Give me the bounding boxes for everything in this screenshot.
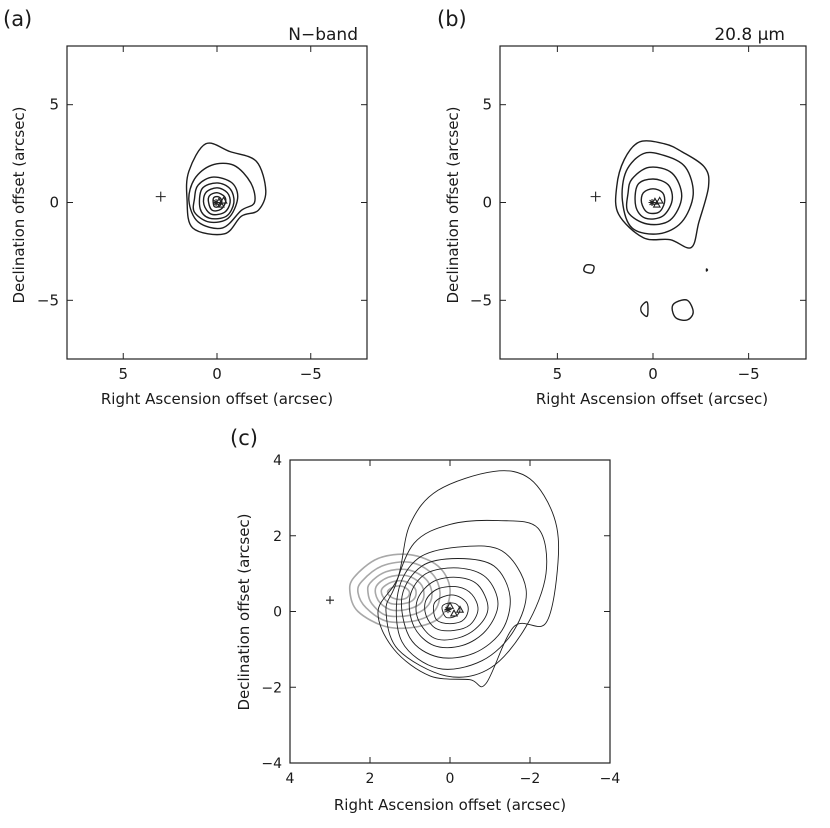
panel-c-xlabel: Right Ascension offset (arcsec) bbox=[334, 796, 566, 814]
panel-c-xtick-label: 0 bbox=[446, 771, 455, 787]
panel-a-plot: 5 0 −5 −5 0 5 bbox=[37, 45, 368, 383]
panel-b-contour-black bbox=[634, 178, 674, 220]
panel-c-contour-black bbox=[432, 594, 469, 625]
panel-b-contour-black bbox=[671, 299, 694, 321]
panel-c-ytick-label: −2 bbox=[261, 680, 282, 696]
panel-a-xlabel: Right Ascension offset (arcsec) bbox=[101, 390, 333, 408]
panel-a-contour-black bbox=[192, 176, 239, 224]
panel-c-contour-gray bbox=[380, 579, 417, 605]
panel-b: (b) 20.8 μm 5 0 −5 −5 0 5 Right Ascension off… bbox=[437, 7, 807, 408]
panel-a-xtick-label: 0 bbox=[212, 365, 222, 383]
panel-c-contour-gray bbox=[374, 574, 425, 612]
panel-b-ytick-label: 5 bbox=[482, 96, 492, 114]
panel-b-contour-black bbox=[614, 140, 710, 249]
panel-c-cross-marker bbox=[326, 596, 334, 605]
panel-c-ytick-label: −4 bbox=[261, 756, 282, 772]
panel-a-cross-marker bbox=[155, 191, 166, 202]
panel-a: (a) N−band 5 0 −5 −5 0 5 Right Ascension offs… bbox=[3, 7, 368, 408]
panel-a-contour-black bbox=[188, 162, 256, 230]
panel-b-ylabel: Declination offset (arcsec) bbox=[444, 106, 462, 303]
panel-c-contour-black bbox=[424, 586, 479, 632]
panel-c-contour-black bbox=[385, 519, 548, 678]
panel-a-xtick-label: −5 bbox=[300, 365, 322, 383]
panel-b-xtick-label: 5 bbox=[553, 365, 563, 383]
panel-b-triangle-marker bbox=[652, 200, 661, 208]
panel-c-triangle-marker bbox=[449, 609, 459, 617]
panel-c-contour-gray bbox=[386, 585, 411, 601]
panel-a-xtick-label: 5 bbox=[118, 365, 128, 383]
panel-a-label: (a) bbox=[3, 7, 32, 31]
panel-c-triangle-marker bbox=[455, 605, 465, 613]
panel-b-contour-black bbox=[625, 166, 683, 226]
panel-c-ytick-label: 4 bbox=[273, 453, 282, 469]
panel-b-contour-black bbox=[583, 264, 595, 274]
panel-c-ytick-label: 0 bbox=[273, 605, 282, 621]
panel-a-ylabel: Declination offset (arcsec) bbox=[10, 106, 28, 303]
panel-b-contour-black bbox=[705, 268, 709, 272]
panel-a-ytick-label: −5 bbox=[37, 291, 59, 309]
panel-b-ytick-label: −5 bbox=[470, 291, 492, 309]
panel-c: (c) 4 2 0 −2 −4 −4 −2 0 2 4 Right Ascension offse… bbox=[230, 426, 620, 814]
panel-b-title: 20.8 μm bbox=[714, 25, 785, 45]
panel-c-contour-black bbox=[395, 545, 527, 670]
panel-a-title: N−band bbox=[288, 25, 358, 45]
panel-b-contour-black bbox=[640, 188, 666, 215]
panel-b-cross-marker bbox=[590, 191, 601, 202]
panel-c-contour-black bbox=[401, 558, 511, 659]
panel-b-contour-black bbox=[621, 151, 694, 235]
panel-c-contour-black bbox=[377, 470, 560, 688]
panel-c-contour-black bbox=[408, 567, 499, 649]
panel-c-contour-gray bbox=[356, 561, 441, 624]
panel-b-ytick-label: 0 bbox=[482, 194, 492, 212]
panel-c-star-marker bbox=[444, 606, 452, 614]
panel-b-contour-black bbox=[640, 301, 649, 318]
panel-b-label: (b) bbox=[437, 7, 467, 31]
panel-c-label: (c) bbox=[230, 426, 258, 450]
panel-a-contour-black bbox=[185, 142, 267, 236]
panel-c-plot: 4 2 0 −2 −4 −4 −2 0 2 4 bbox=[261, 453, 620, 787]
panel-c-xtick-label: 4 bbox=[286, 771, 295, 787]
panel-a-triangle-marker bbox=[219, 196, 228, 204]
panel-a-star-marker bbox=[212, 199, 220, 206]
panel-a-ytick-label: 0 bbox=[49, 194, 59, 212]
panel-b-xlabel: Right Ascension offset (arcsec) bbox=[536, 390, 768, 408]
panel-c-xtick-label: −2 bbox=[520, 771, 541, 787]
panel-a-ytick-label: 5 bbox=[49, 96, 59, 114]
panel-b-xtick-label: −5 bbox=[738, 365, 760, 383]
panel-a-contour-black bbox=[202, 187, 231, 216]
panel-c-xtick-label: 2 bbox=[366, 771, 375, 787]
panel-b-star-marker bbox=[648, 199, 656, 206]
panel-b-xtick-label: 0 bbox=[648, 365, 658, 383]
panel-b-triangle-marker bbox=[655, 196, 664, 204]
panel-a-triangle-marker bbox=[216, 200, 225, 208]
panel-a-contour-black bbox=[198, 182, 235, 220]
panel-c-contour-gray bbox=[348, 553, 451, 630]
panel-c-ylabel: Declination offset (arcsec) bbox=[235, 513, 253, 710]
panel-c-contour-black bbox=[415, 576, 489, 641]
panel-c-xtick-label: −4 bbox=[600, 771, 621, 787]
panel-b-plot: 5 0 −5 −5 0 5 bbox=[470, 45, 807, 383]
panel-c-ytick-label: 2 bbox=[273, 529, 282, 545]
panel-c-contour-gray bbox=[366, 568, 433, 618]
panel-c-contour-black bbox=[441, 602, 461, 619]
